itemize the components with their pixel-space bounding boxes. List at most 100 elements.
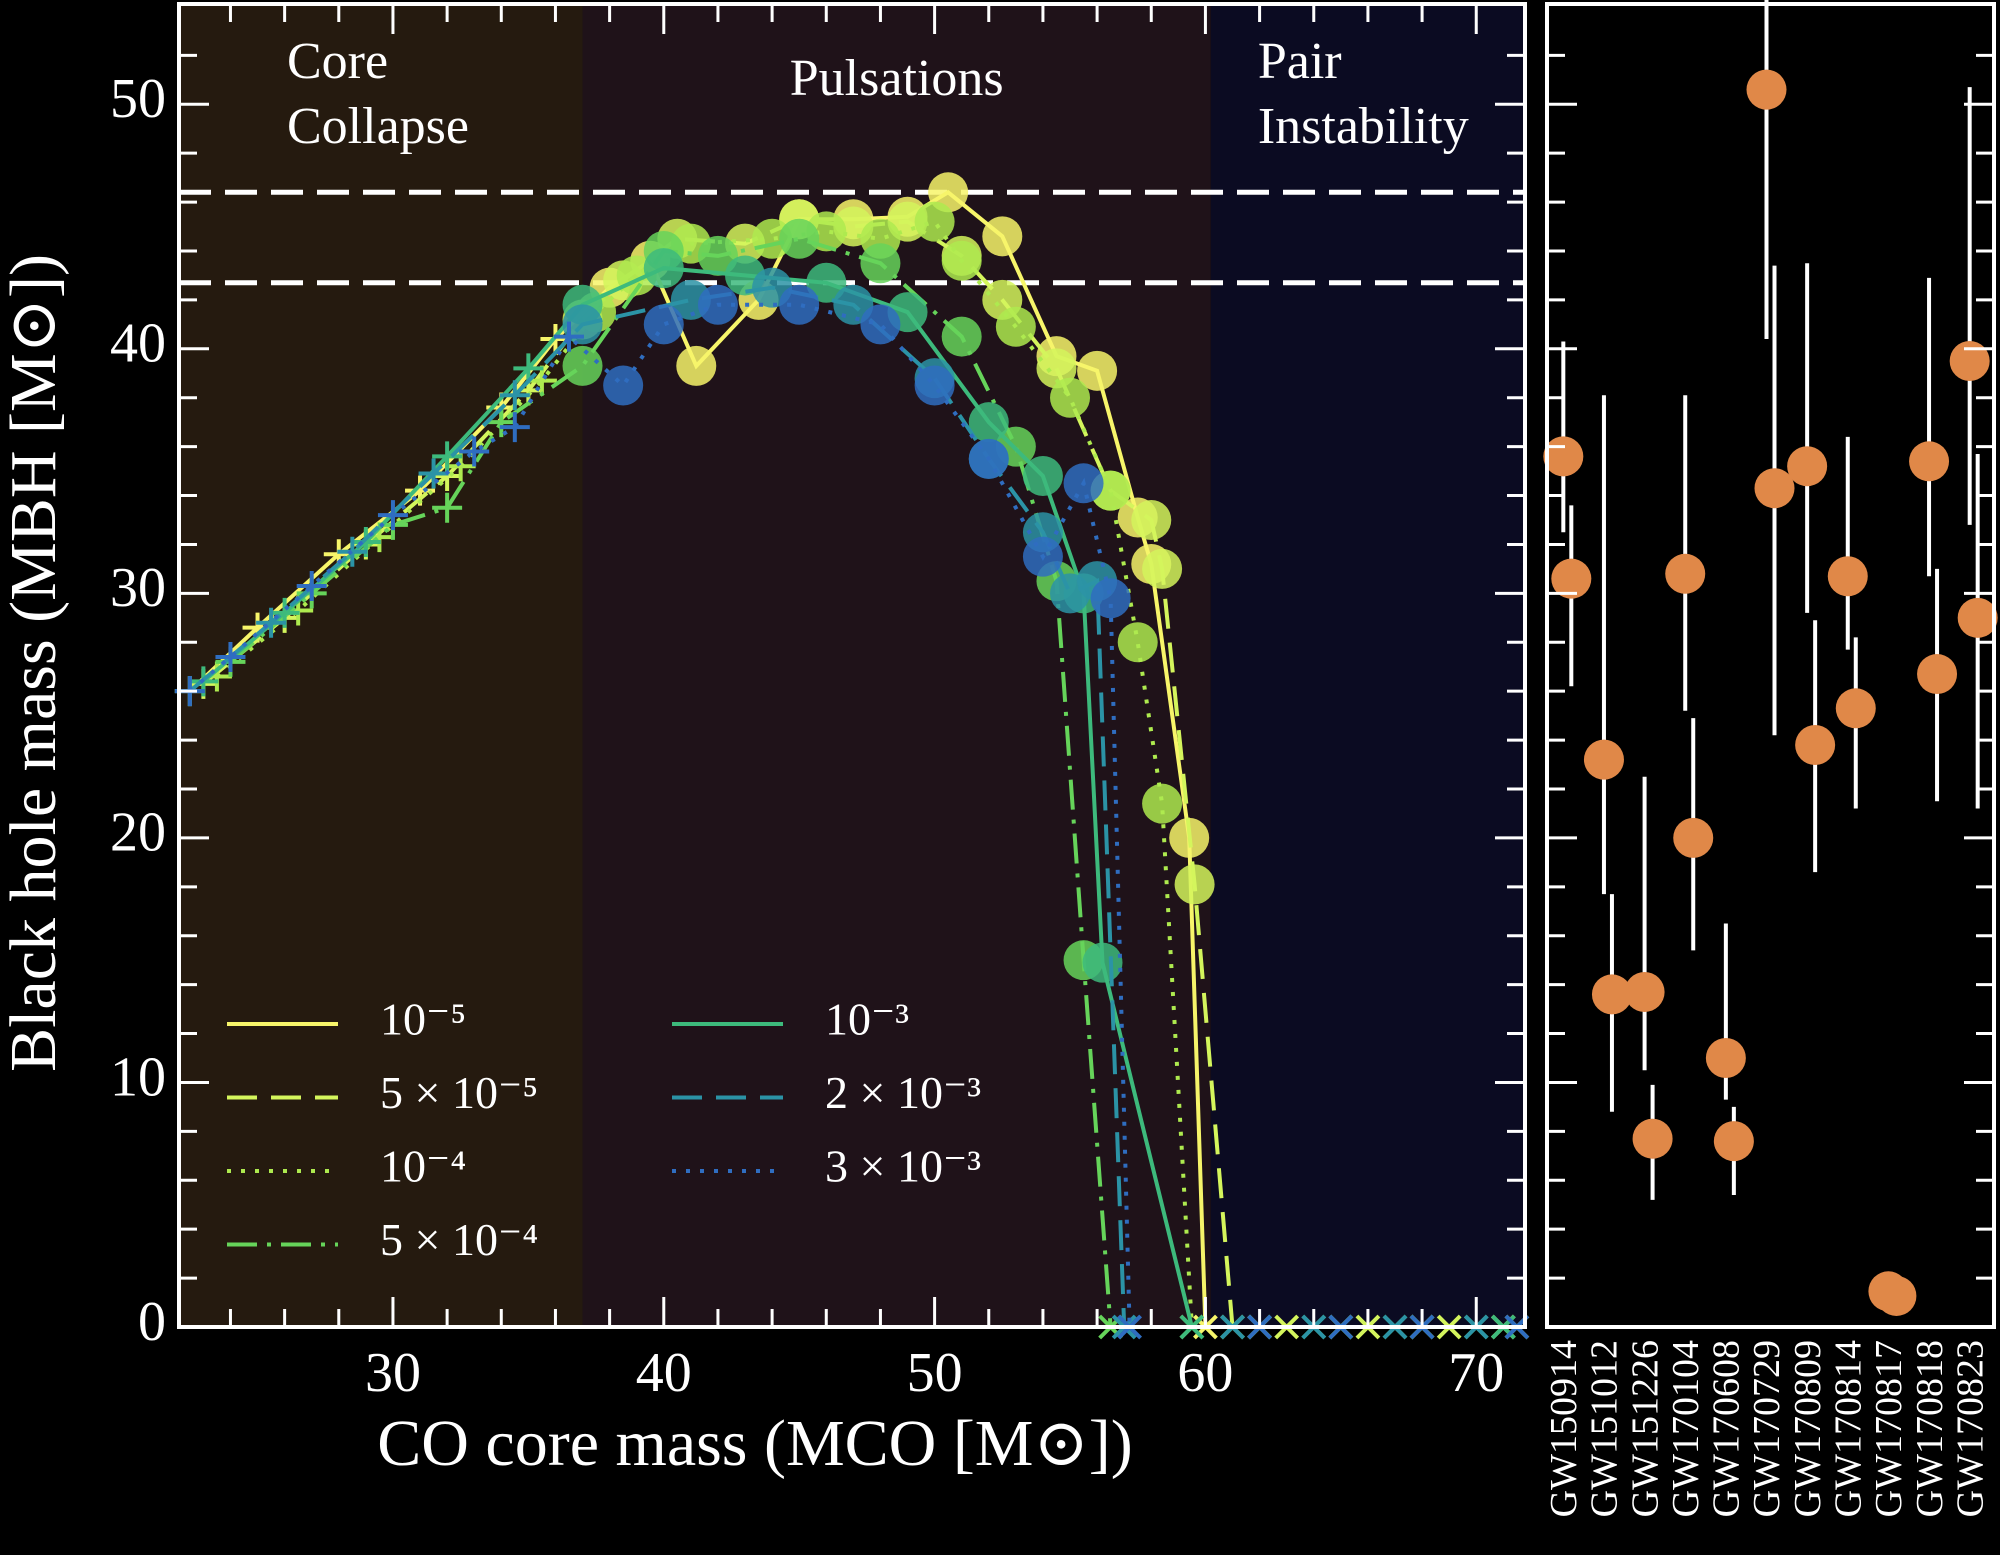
y-tick-label: 30 [110,557,166,619]
marker-circle [941,316,982,357]
event-label: GW170817 [1868,1340,1910,1517]
marker-plus [432,492,463,523]
marker-circle [860,304,901,345]
region [179,4,583,1327]
main-plot: Core Collapse Pulsations Pair Instability 10⁻… [110,2,1530,1404]
legend-label: 10⁻⁴ [380,1141,466,1192]
event-marker [1713,1121,1754,1162]
event-marker [1754,468,1795,509]
event-marker [1543,436,1584,477]
region-label: Core [287,33,388,90]
marker-circle [914,201,955,242]
legend-label: 5 × 10⁻⁴ [380,1214,538,1265]
marker-circle [1142,783,1183,824]
event-marker [1876,1275,1917,1316]
marker-circle [1090,578,1131,619]
marker-circle [779,284,820,325]
x-tick-label: 30 [365,1342,421,1404]
event-marker [1835,688,1876,729]
event-label: GW170729 [1746,1340,1788,1517]
marker-circle [603,365,644,406]
marker-circle [1077,350,1118,391]
marker-circle [643,304,684,345]
event-marker [1583,739,1624,780]
event-marker [1624,971,1665,1012]
marker-circle [779,218,820,259]
event-marker [1665,553,1706,594]
marker-circle [643,248,684,289]
event-marker [1827,556,1868,597]
events-plot: GW150914GW151012GW151226GW170104GW170608… [1543,0,1998,1517]
region-label: Collapse [287,98,469,155]
event-label: GW170809 [1787,1340,1829,1517]
event-label: GW170818 [1909,1340,1951,1517]
marker-circle [1063,463,1104,504]
marker-plus [296,571,327,602]
event-marker [1673,817,1714,858]
legend-label: 10⁻⁵ [380,994,466,1045]
y-axis-label: Black hole mass (MBH [M⊙]) [0,254,70,1072]
marker-plus [499,380,530,411]
region-label: Pulsations [790,50,1004,107]
marker-plus [526,365,557,396]
y-tick-label: 50 [110,68,166,130]
marker-plus [337,536,368,567]
marker-circle [1022,536,1063,577]
marker-plus [432,441,463,472]
event-marker [1909,441,1950,482]
legend-label: 5 × 10⁻⁵ [380,1067,538,1118]
axes-frame [1545,2,1996,1329]
marker-circle [1131,499,1172,540]
marker-circle [1050,377,1091,418]
marker-plus [256,607,287,638]
marker-circle [1117,622,1158,663]
marker-circle [676,345,717,386]
axes-frame [177,2,1527,1329]
event-label: GW170814 [1827,1340,1869,1517]
marker-circle [562,345,603,386]
legend-label: 3 × 10⁻³ [825,1141,981,1192]
event-label: GW170104 [1665,1340,1707,1517]
event-label: GW151012 [1584,1340,1626,1517]
marker-plus [499,412,530,443]
marker-circle [1174,864,1215,905]
event-label: GW170823 [1949,1340,1991,1517]
event-marker [1746,69,1787,110]
event-label: GW170608 [1706,1340,1748,1517]
marker-plus [553,321,584,352]
marker-circle [968,438,1009,479]
marker-plus [377,500,408,531]
event-label: GW150914 [1543,1340,1585,1517]
marker-plus [418,458,449,489]
x-tick-label: 70 [1448,1342,1504,1404]
marker-circle [941,240,982,281]
legend-label: 2 × 10⁻³ [825,1067,981,1118]
marker-circle [968,402,1009,443]
event-marker [1787,446,1828,487]
x-axis-label: CO core mass (MCO [M⊙]) [377,1407,1133,1480]
y-tick-label: 0 [138,1291,166,1353]
event-marker [1917,654,1958,695]
y-tick-label: 10 [110,1046,166,1108]
event-marker [1705,1037,1746,1078]
event-marker [1795,724,1836,765]
region [1210,4,1525,1327]
marker-circle [1022,455,1063,496]
marker-circle [806,262,847,303]
marker-circle [982,216,1023,257]
marker-circle [697,284,738,325]
marker-circle [562,304,603,345]
marker-circle [1142,548,1183,589]
marker-plus [459,436,490,467]
marker-plus [215,641,246,672]
x-tick-label: 40 [636,1342,692,1404]
y-tick-label: 20 [110,802,166,864]
marker-circle [1082,942,1123,983]
marker-circle [914,365,955,406]
event-marker [1957,597,1998,638]
event-marker [1551,558,1592,599]
x-tick-label: 50 [907,1342,963,1404]
event-label: GW151226 [1624,1340,1666,1517]
event-marker [1632,1118,1673,1159]
